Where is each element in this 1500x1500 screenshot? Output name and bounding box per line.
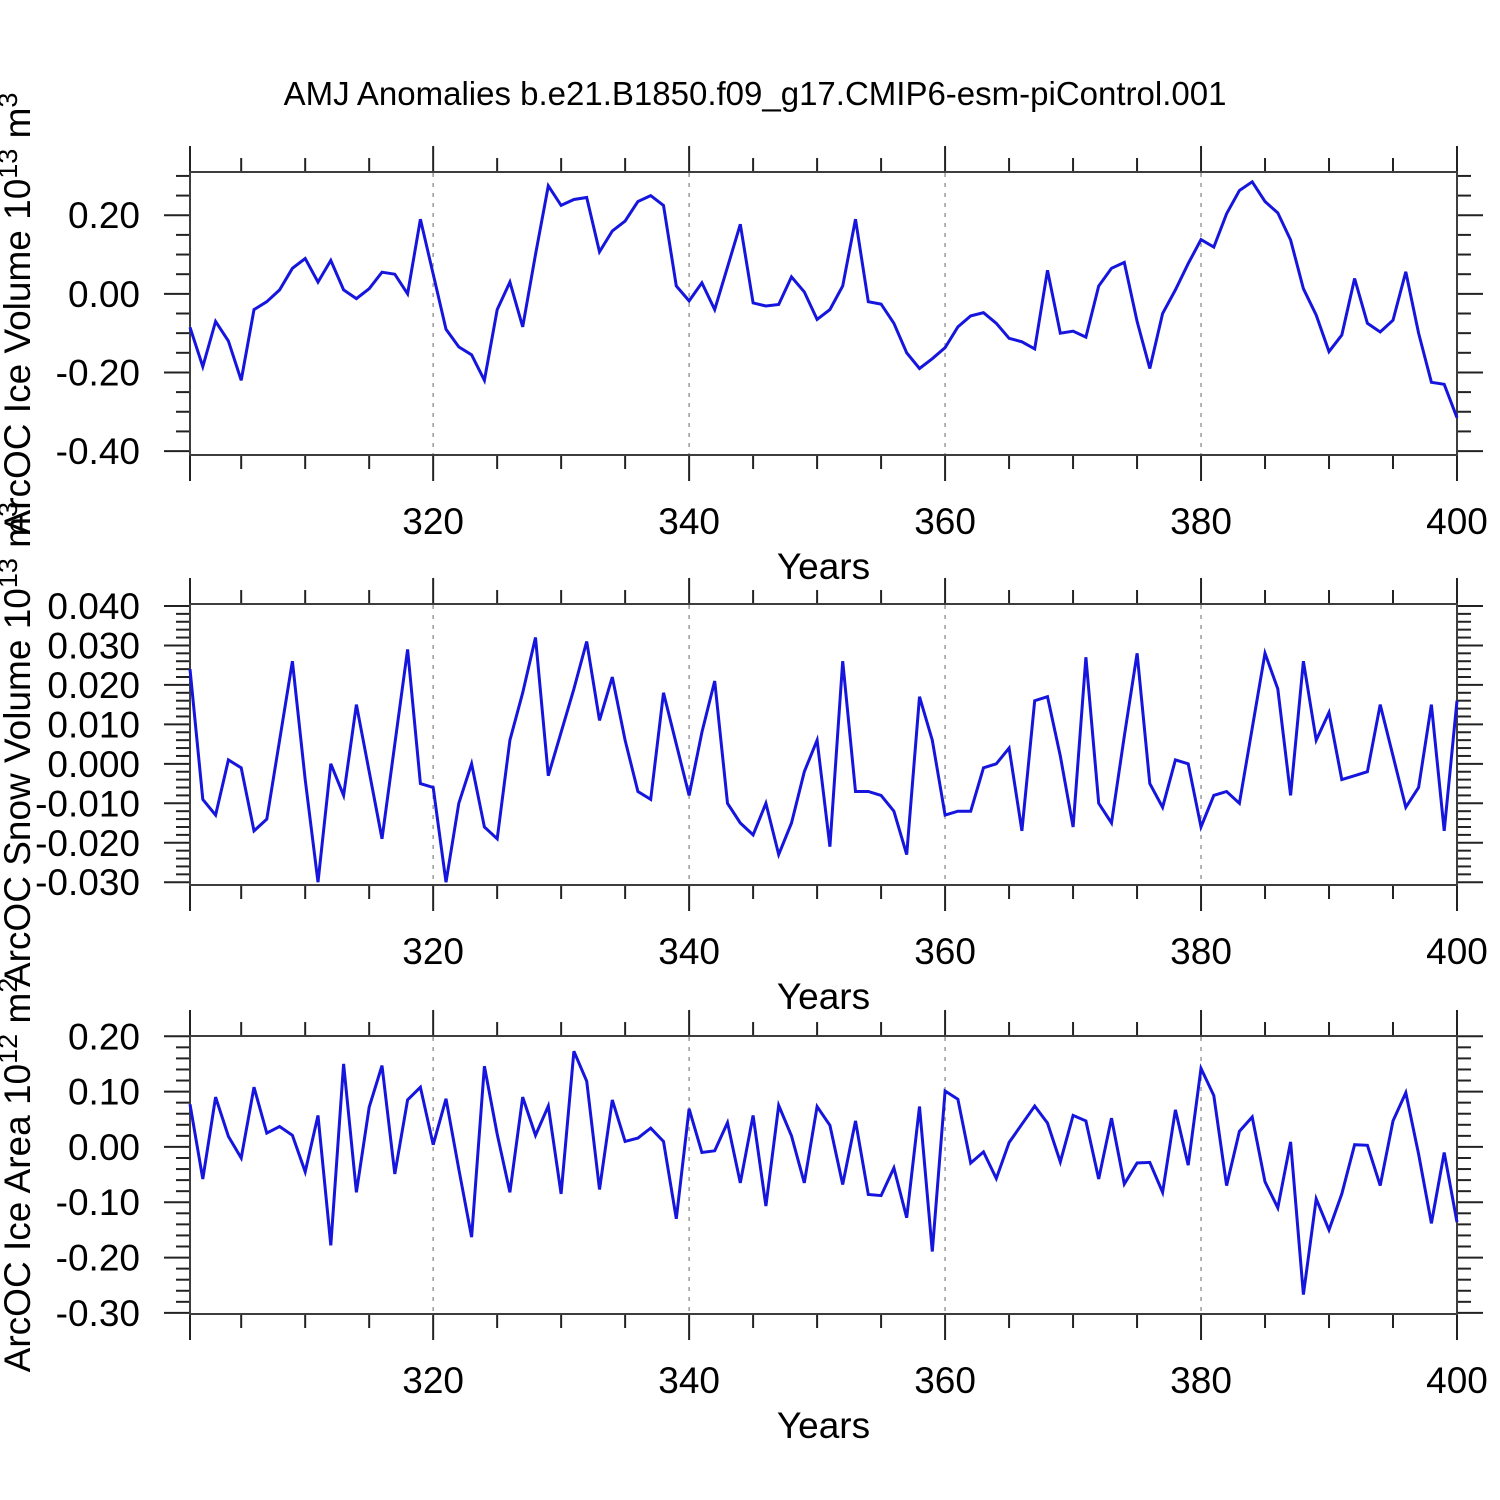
- x-tick-label: 320: [402, 931, 464, 972]
- panel-snow-volume: 320 340 360 380 400 0.0400.0300.0200.0100.000…: [0, 502, 1488, 1017]
- series-line-snow-volume: [188, 637, 1459, 883]
- x-axis-title: Years: [777, 1405, 870, 1446]
- y-tick-label: 0.010: [47, 704, 140, 745]
- y-tick-label: 0.030: [47, 625, 140, 666]
- panel-border: [189, 171, 1458, 456]
- y-tick-label: -0.20: [56, 1238, 140, 1279]
- chart-title: AMJ Anomalies b.e21.B1850.f09_g17.CMIP6-…: [283, 75, 1227, 112]
- y-tick-label: 0.10: [68, 1072, 140, 1113]
- x-tick-label: 320: [402, 1360, 464, 1401]
- series-line-ice-area: [188, 1050, 1459, 1295]
- y-tick-label: -0.030: [35, 862, 140, 903]
- y-axis-title: ArcOC Snow Volume 1013 m3: [0, 502, 38, 987]
- panel-ice-volume: 320 340 360 380 400 0.20 0.00 -0.20 -0.40 Years Ar…: [0, 93, 1488, 587]
- y-tick-label: 0.20: [68, 1016, 140, 1057]
- y-tick-label: -0.20: [56, 352, 140, 393]
- y-tick-label: -0.30: [56, 1293, 140, 1334]
- y-tick-label: 0.020: [47, 665, 140, 706]
- y-tick-label: 0.20: [68, 195, 140, 236]
- x-axis-title: Years: [777, 546, 870, 587]
- x-tick-label: 340: [658, 501, 720, 542]
- x-tick-label: 340: [658, 1360, 720, 1401]
- x-tick-label: 400: [1426, 931, 1488, 972]
- x-tick-label: 340: [658, 931, 720, 972]
- panel-border: [189, 603, 1458, 886]
- x-tick-label: 380: [1170, 931, 1232, 972]
- y-tick-label: -0.40: [56, 431, 140, 472]
- x-tick-label: 360: [914, 931, 976, 972]
- series-line-ice-volume: [188, 179, 1459, 419]
- y-tick-label: -0.010: [35, 783, 140, 824]
- y-tick-label: 0.00: [68, 274, 140, 315]
- y-tick-label: 0.040: [47, 586, 140, 627]
- x-tick-label: 380: [1170, 1360, 1232, 1401]
- panel-ice-area: 320 340 360 380 400 0.20 0.10 0.00 -0.10 -0.20 -0.…: [0, 978, 1488, 1446]
- x-tick-label: 360: [914, 1360, 976, 1401]
- panel-border: [189, 1035, 1458, 1315]
- x-axis-title: Years: [777, 976, 870, 1017]
- y-axis-title: ArcOC Ice Volume 1013 m3: [0, 93, 38, 535]
- x-tick-label: 320: [402, 501, 464, 542]
- y-axis-title: ArcOC Ice Area 1012 m2: [0, 978, 38, 1373]
- y-tick-label: 0.000: [47, 744, 140, 785]
- y-tick-label: -0.020: [35, 823, 140, 864]
- y-tick-label: 0.00: [68, 1127, 140, 1168]
- x-tick-label: 380: [1170, 501, 1232, 542]
- x-tick-label: 400: [1426, 501, 1488, 542]
- x-tick-label: 360: [914, 501, 976, 542]
- x-tick-label: 400: [1426, 1360, 1488, 1401]
- y-tick-label: -0.10: [56, 1182, 140, 1223]
